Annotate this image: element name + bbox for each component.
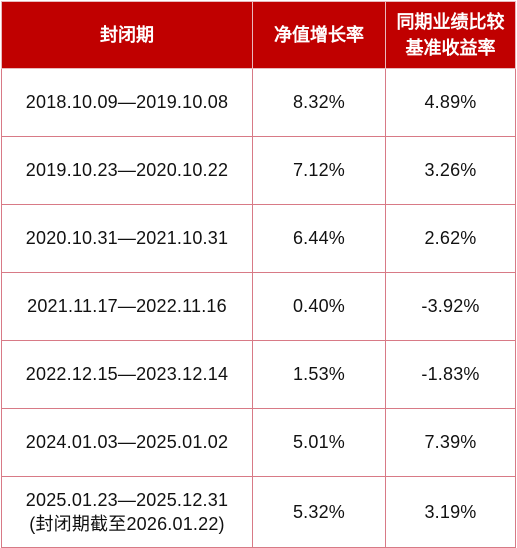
cell-nav-growth: 7.12% — [252, 136, 386, 205]
cell-period: 2018.10.09—2019.10.08 — [1, 68, 253, 137]
cell-benchmark: 4.89% — [385, 68, 516, 137]
header-row: 封闭期 净值增长率 同期业绩比较 基准收益率 — [1, 1, 516, 69]
table-row: 2018.10.09—2019.10.08 8.32% 4.89% — [1, 68, 516, 137]
cell-nav-growth: 5.32% — [252, 476, 386, 548]
cell-benchmark: 3.26% — [385, 136, 516, 205]
header-benchmark: 同期业绩比较 基准收益率 — [385, 1, 516, 69]
cell-benchmark: 7.39% — [385, 408, 516, 477]
table-row: 2019.10.23—2020.10.22 7.12% 3.26% — [1, 136, 516, 205]
cell-period: 2020.10.31—2021.10.31 — [1, 204, 253, 273]
cell-benchmark: -1.83% — [385, 340, 516, 409]
period-range: 2025.01.23—2025.12.31 — [25, 490, 229, 510]
table-row: 2020.10.31—2021.10.31 6.44% 2.62% — [1, 204, 516, 273]
cell-nav-growth: 1.53% — [252, 340, 386, 409]
period-note: (封闭期截至2026.01.22) — [29, 514, 225, 534]
header-benchmark-line2: 基准收益率 — [405, 38, 496, 58]
cell-nav-growth: 5.01% — [252, 408, 386, 477]
cell-nav-growth: 8.32% — [252, 68, 386, 137]
cell-period: 2022.12.15—2023.12.14 — [1, 340, 253, 409]
cell-benchmark: -3.92% — [385, 272, 516, 341]
cell-period: 2025.01.23—2025.12.31 (封闭期截至2026.01.22) — [1, 476, 253, 548]
cell-nav-growth: 6.44% — [252, 204, 386, 273]
table-row: 2021.11.17—2022.11.16 0.40% -3.92% — [1, 272, 516, 341]
cell-nav-growth: 0.40% — [252, 272, 386, 341]
header-benchmark-line1: 同期业绩比较 — [396, 12, 505, 32]
cell-benchmark: 3.19% — [385, 476, 516, 548]
header-nav-growth: 净值增长率 — [252, 1, 386, 69]
header-period: 封闭期 — [1, 1, 253, 69]
cell-period: 2019.10.23—2020.10.22 — [1, 136, 253, 205]
table-row: 2025.01.23—2025.12.31 (封闭期截至2026.01.22) … — [1, 476, 516, 548]
cell-period: 2021.11.17—2022.11.16 — [1, 272, 253, 341]
cell-period: 2024.01.03—2025.01.02 — [1, 408, 253, 477]
table-row: 2022.12.15—2023.12.14 1.53% -1.83% — [1, 340, 516, 409]
cell-benchmark: 2.62% — [385, 204, 516, 273]
table-row: 2024.01.03—2025.01.02 5.01% 7.39% — [1, 408, 516, 477]
